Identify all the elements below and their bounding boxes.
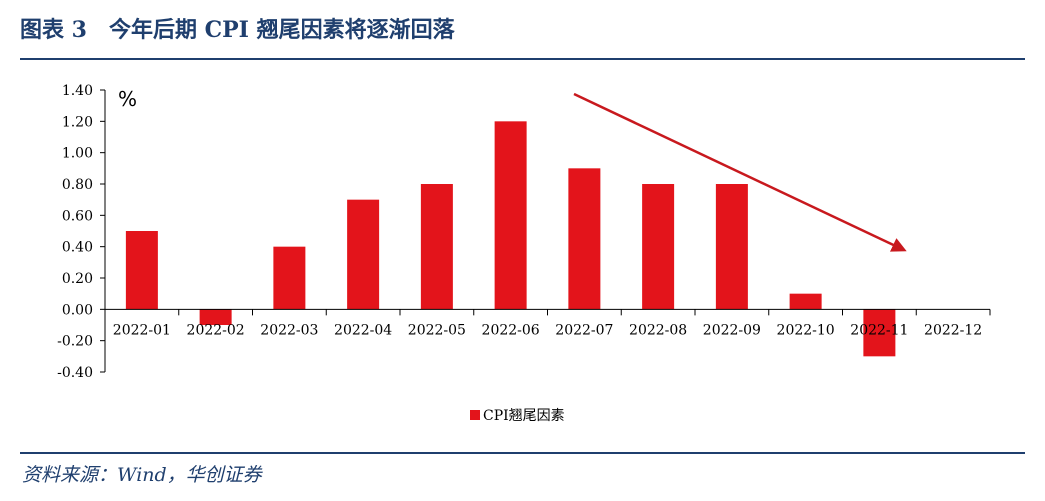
bar-2022-09 [715, 184, 748, 310]
x-tick-label: 2022-05 [408, 322, 466, 338]
footer-divider [20, 452, 1025, 454]
legend-label: CPI翘尾因素 [483, 408, 565, 424]
figure-title: 图表 3 今年后期 CPI 翘尾因素将逐渐回落 [20, 17, 455, 43]
y-axis-unit: % [118, 87, 137, 111]
bar-2022-01 [125, 231, 158, 310]
bar-2022-03 [273, 246, 306, 310]
y-tick-label: 1.00 [62, 146, 93, 162]
y-tick-label: 1.20 [62, 114, 93, 130]
bar-2022-04 [347, 199, 380, 310]
x-tick-label: 2022-10 [777, 322, 835, 338]
bar-2022-05 [420, 184, 453, 310]
bar-2022-10 [789, 293, 822, 310]
x-tick-label: 2022-02 [187, 322, 245, 338]
title-divider [20, 58, 1025, 60]
bar-2022-06 [494, 121, 527, 310]
x-tick-label: 2022-01 [113, 322, 171, 338]
legend-swatch [470, 410, 480, 420]
y-tick-label: 0.40 [62, 240, 93, 256]
x-tick-label: 2022-04 [334, 322, 392, 338]
y-tick-label: 0.00 [62, 302, 93, 318]
x-tick-label: 2022-07 [555, 322, 613, 338]
bar-2022-11 [863, 309, 896, 357]
y-tick-label: -0.20 [57, 334, 93, 350]
trend-arrow [573, 92, 907, 252]
y-tick-label: -0.40 [57, 365, 93, 381]
bar-2022-07 [568, 168, 601, 310]
source-note: 资料来源：Wind，华创证券 [22, 464, 262, 486]
y-tick-label: 1.40 [62, 83, 93, 99]
x-tick-label: 2022-06 [482, 322, 540, 338]
x-tick-label: 2022-11 [850, 322, 908, 338]
x-tick-label: 2022-12 [924, 322, 982, 338]
bar-2022-02 [199, 309, 232, 325]
x-tick-label: 2022-08 [629, 322, 687, 338]
x-tick-label: 2022-03 [260, 322, 318, 338]
bar-2022-08 [642, 184, 675, 310]
x-tick-label: 2022-09 [703, 322, 761, 338]
y-tick-label: 0.20 [62, 271, 93, 287]
y-tick-label: 0.60 [62, 208, 93, 224]
y-tick-label: 0.80 [62, 177, 93, 193]
